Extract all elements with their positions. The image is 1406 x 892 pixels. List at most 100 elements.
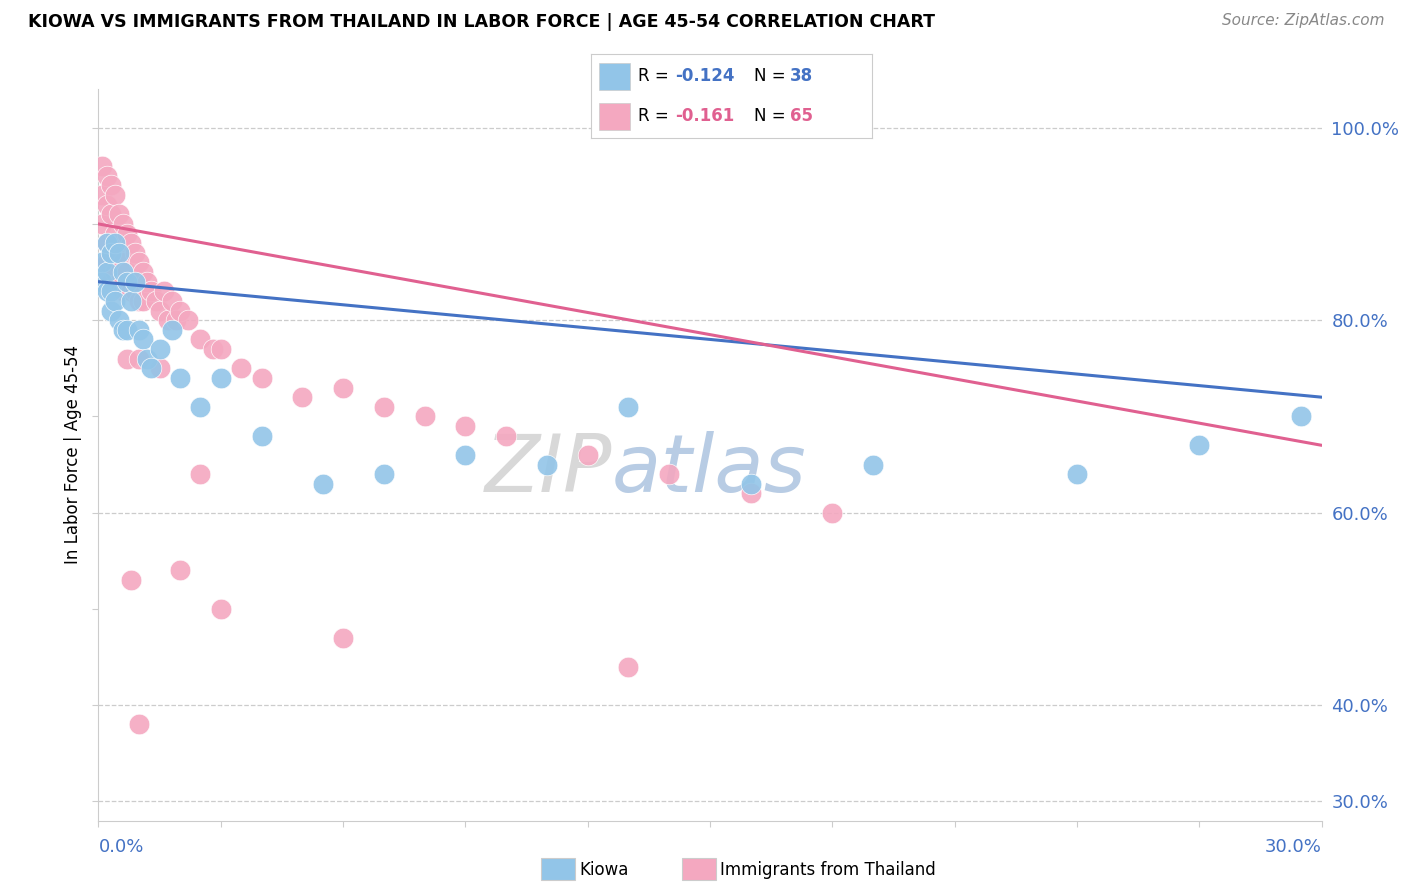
Point	[136, 351, 159, 366]
Point	[373, 400, 395, 414]
Point	[108, 245, 131, 260]
Text: N =: N =	[754, 107, 790, 125]
Point	[165, 313, 187, 327]
Point	[576, 448, 599, 462]
Point	[132, 333, 155, 347]
Point	[111, 265, 134, 279]
Point	[536, 458, 558, 472]
Point	[104, 293, 127, 308]
Point	[188, 333, 212, 347]
Y-axis label: In Labor Force | Age 45-54: In Labor Force | Age 45-54	[63, 345, 82, 565]
Point	[152, 285, 174, 299]
Text: Kiowa: Kiowa	[579, 861, 628, 879]
Point	[100, 207, 122, 221]
Point	[291, 390, 314, 404]
Point	[149, 303, 172, 318]
Text: KIOWA VS IMMIGRANTS FROM THAILAND IN LABOR FORCE | AGE 45-54 CORRELATION CHART: KIOWA VS IMMIGRANTS FROM THAILAND IN LAB…	[28, 13, 935, 31]
Text: R =: R =	[638, 68, 675, 86]
Point	[108, 313, 131, 327]
Point	[177, 313, 200, 327]
Point	[169, 371, 191, 385]
Text: Immigrants from Thailand: Immigrants from Thailand	[720, 861, 935, 879]
Point	[111, 285, 134, 299]
Point	[454, 419, 477, 434]
Point	[169, 563, 191, 577]
Point	[124, 285, 146, 299]
Point	[108, 275, 131, 289]
Point	[96, 265, 118, 279]
Point	[120, 285, 142, 299]
Point	[454, 448, 477, 462]
Point	[91, 217, 114, 231]
Point	[149, 361, 172, 376]
Point	[104, 227, 127, 241]
Point	[740, 476, 762, 491]
Text: N =: N =	[754, 68, 790, 86]
Point	[91, 255, 114, 269]
Point	[120, 573, 142, 587]
Point	[141, 285, 163, 299]
Point	[149, 342, 172, 356]
Point	[115, 323, 138, 337]
Point	[91, 188, 114, 202]
Point	[96, 255, 118, 269]
Point	[201, 342, 224, 356]
Point	[156, 313, 179, 327]
Point	[373, 467, 395, 482]
Point	[132, 265, 155, 279]
Point	[136, 275, 159, 289]
Point	[124, 245, 146, 260]
Point	[188, 467, 212, 482]
Point	[120, 236, 142, 251]
Bar	[599, 62, 630, 90]
Point	[111, 323, 134, 337]
Point	[96, 169, 118, 183]
Text: 38: 38	[790, 68, 813, 86]
Point	[128, 351, 150, 366]
Point	[209, 602, 232, 616]
Point	[115, 275, 138, 289]
Point	[100, 178, 122, 193]
Point	[141, 361, 163, 376]
Text: atlas: atlas	[612, 431, 807, 508]
Point	[115, 265, 138, 279]
Point	[128, 255, 150, 269]
Point	[115, 351, 138, 366]
Text: 65: 65	[790, 107, 813, 125]
Point	[104, 188, 127, 202]
Point	[617, 659, 640, 673]
Point	[100, 245, 122, 260]
Point	[100, 275, 122, 289]
Point	[862, 458, 884, 472]
Text: 30.0%: 30.0%	[1265, 838, 1322, 856]
Point	[91, 159, 114, 173]
Point	[209, 371, 232, 385]
Point	[128, 323, 150, 337]
Point	[108, 207, 131, 221]
Point	[821, 506, 844, 520]
Point	[120, 293, 142, 308]
Text: Source: ZipAtlas.com: Source: ZipAtlas.com	[1222, 13, 1385, 29]
Point	[250, 371, 273, 385]
Point	[104, 265, 127, 279]
Text: -0.124: -0.124	[675, 68, 734, 86]
Text: ZIP: ZIP	[485, 431, 612, 508]
Text: -0.161: -0.161	[675, 107, 734, 125]
Point	[1066, 467, 1088, 482]
Point	[250, 428, 273, 442]
Text: 0.0%: 0.0%	[98, 838, 143, 856]
Point	[413, 409, 436, 424]
Point	[128, 717, 150, 731]
Text: R =: R =	[638, 107, 675, 125]
Point	[1291, 409, 1313, 424]
Point	[96, 285, 118, 299]
Point	[188, 400, 212, 414]
Point	[169, 303, 191, 318]
Point	[115, 227, 138, 241]
Point	[332, 631, 354, 645]
Point	[231, 361, 253, 376]
Point	[100, 245, 122, 260]
Point	[740, 486, 762, 500]
Point	[1188, 438, 1211, 452]
Point	[111, 217, 134, 231]
